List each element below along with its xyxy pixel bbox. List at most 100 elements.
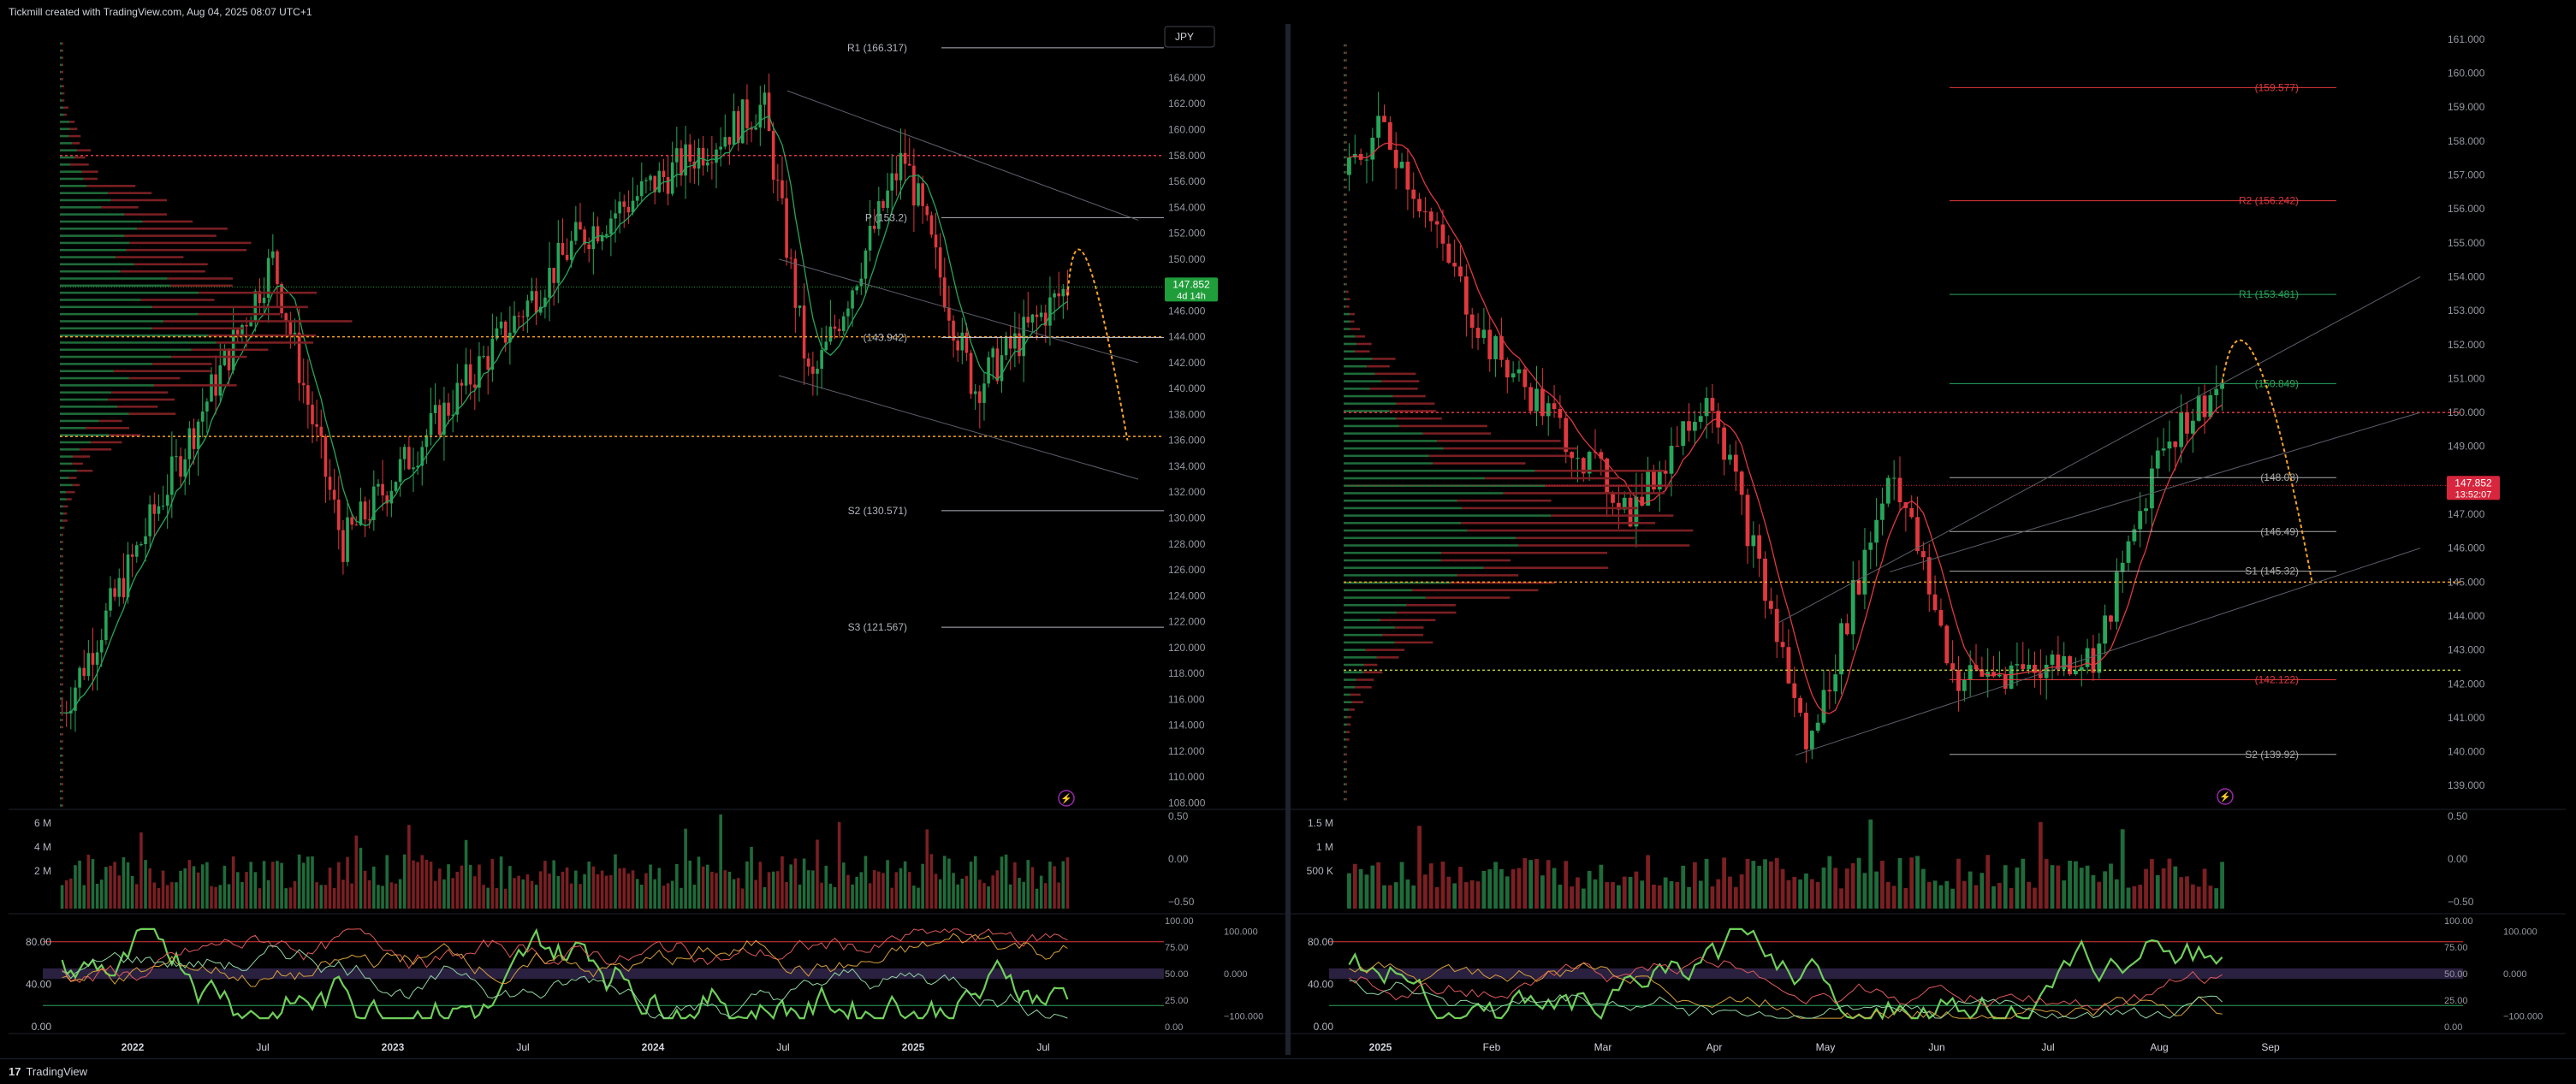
candle-body	[433, 405, 437, 413]
volume-bar	[2179, 877, 2184, 909]
volume-bar	[833, 886, 837, 909]
volume-profile-bar	[1344, 671, 1363, 674]
volume-profile-bar	[60, 49, 62, 52]
volume-profile-bar	[61, 70, 63, 74]
candle-body	[1022, 317, 1025, 357]
volume-bar	[1458, 867, 1463, 909]
volume-profile-bar	[1344, 275, 1345, 278]
volume-profile-bar	[111, 391, 169, 394]
volume-profile-bar	[60, 142, 73, 145]
y-axis-tick-label: 118.000	[1168, 667, 1205, 679]
volume-bar	[319, 885, 323, 909]
volume-profile-bar	[1344, 761, 1345, 763]
volume-profile-bar	[1344, 440, 1438, 442]
volume-profile-bar	[60, 804, 62, 807]
volume-bar	[1387, 885, 1392, 909]
volume-profile-bar	[1344, 723, 1348, 726]
volume-profile-bar	[62, 519, 68, 522]
volume-profile-bar	[60, 498, 67, 501]
volume-bar	[1022, 881, 1025, 909]
volume-profile-bar	[77, 469, 93, 472]
volume-bar	[666, 883, 670, 909]
volume-profile-bar	[62, 583, 63, 586]
volume-bar	[789, 864, 793, 909]
volume-bar	[956, 884, 959, 909]
volume-profile-bar	[108, 192, 152, 194]
volume-profile-bar	[1503, 492, 1665, 495]
volume-profile-bar	[1483, 566, 1608, 569]
volume-profile-bar	[60, 334, 209, 337]
volume-bar	[1004, 854, 1008, 909]
candle-body	[315, 424, 318, 427]
last-price-value: 147.852	[1172, 278, 1210, 290]
candle-body	[2202, 395, 2207, 418]
volume-bar	[1434, 886, 1439, 909]
volume-profile-bar	[81, 170, 98, 173]
weekly-chart-svg[interactable]: 164.000 162.000 160.000 158.000 156.000 154.0…	[9, 24, 1285, 1055]
candle-body	[2126, 541, 2131, 563]
panel-divider[interactable]	[1285, 24, 1291, 1055]
stochastic-right-tick: 75.00	[1165, 943, 1189, 953]
volume-tick-label: 1 M	[1316, 841, 1333, 853]
candle-body	[1856, 580, 1861, 595]
volume-bar	[1581, 888, 1586, 909]
volume-profile-bar	[1412, 589, 1539, 592]
volume-profile-bar	[61, 775, 63, 779]
volume-bar	[1932, 880, 1938, 909]
candle-body	[614, 213, 617, 219]
volume-profile-bar	[1345, 223, 1347, 226]
volume-profile-bar	[60, 697, 62, 700]
volume-bar	[675, 863, 679, 909]
volume-profile-bar	[1551, 514, 1674, 517]
daily-chart-svg[interactable]: 161.000 160.000 159.000 158.000 157.000 156.0…	[1291, 24, 2566, 1055]
volume-profile-bar	[60, 605, 62, 607]
volume-profile-bar	[60, 690, 62, 693]
volume-bar	[1944, 880, 1950, 909]
volume-profile-bar	[60, 462, 73, 465]
volume-profile-bar	[1344, 89, 1347, 92]
volume-bar	[1358, 868, 1363, 909]
candle-body	[82, 667, 86, 677]
candle-body	[336, 499, 341, 530]
pivot-level-label: S1 (145.32)	[2245, 566, 2299, 578]
volume-profile-bar	[61, 690, 63, 693]
lightning-icon	[1058, 790, 1075, 807]
volume-profile-bar	[60, 78, 62, 80]
candle-body	[552, 268, 555, 283]
volume-profile-bar	[1344, 633, 1383, 637]
volume-bar	[561, 871, 565, 909]
volume-bar	[1043, 883, 1048, 909]
volume-profile-bar	[60, 661, 62, 665]
volume-profile-bar	[62, 99, 65, 102]
candle-body	[890, 173, 894, 191]
candle-body	[2079, 666, 2084, 671]
volume-bar	[2097, 881, 2102, 909]
volume-bar	[218, 885, 223, 909]
volume-bar	[591, 866, 596, 909]
candle-body	[565, 254, 569, 260]
weekly-chart-panel[interactable]: 164.000 162.000 160.000 158.000 156.000 154.0…	[9, 24, 1285, 1055]
trend-channel-line	[786, 90, 1139, 221]
candle-body	[868, 226, 872, 251]
candle-body	[1681, 421, 1686, 447]
volume-profile-bar	[1344, 268, 1345, 271]
tradingview-brand: TradingView	[26, 1065, 88, 1078]
candle-body	[2132, 529, 2137, 542]
candle-body	[455, 382, 460, 415]
volume-profile-bar	[1344, 275, 1348, 278]
daily-chart-panel[interactable]: 161.000 160.000 159.000 158.000 157.000 156.0…	[1291, 24, 2566, 1055]
volume-bar	[877, 871, 881, 909]
candle-body	[1944, 625, 1950, 664]
volume-profile-bar	[1349, 708, 1356, 711]
volume-bar	[284, 888, 288, 909]
volume-profile-bar	[60, 42, 62, 45]
stochastic-line	[62, 945, 1068, 1019]
pivot-level-label: (159.577)	[2255, 81, 2299, 93]
volume-oscillator-tick: 0.50	[2448, 810, 2468, 822]
attribution-text: Tickmill created with TradingView.com, A…	[9, 6, 312, 18]
volume-bar	[781, 856, 784, 909]
candle-body	[530, 291, 534, 301]
candle-body	[1909, 507, 1914, 518]
volume-profile-bar	[1396, 402, 1435, 406]
volume-bar	[2085, 865, 2090, 909]
